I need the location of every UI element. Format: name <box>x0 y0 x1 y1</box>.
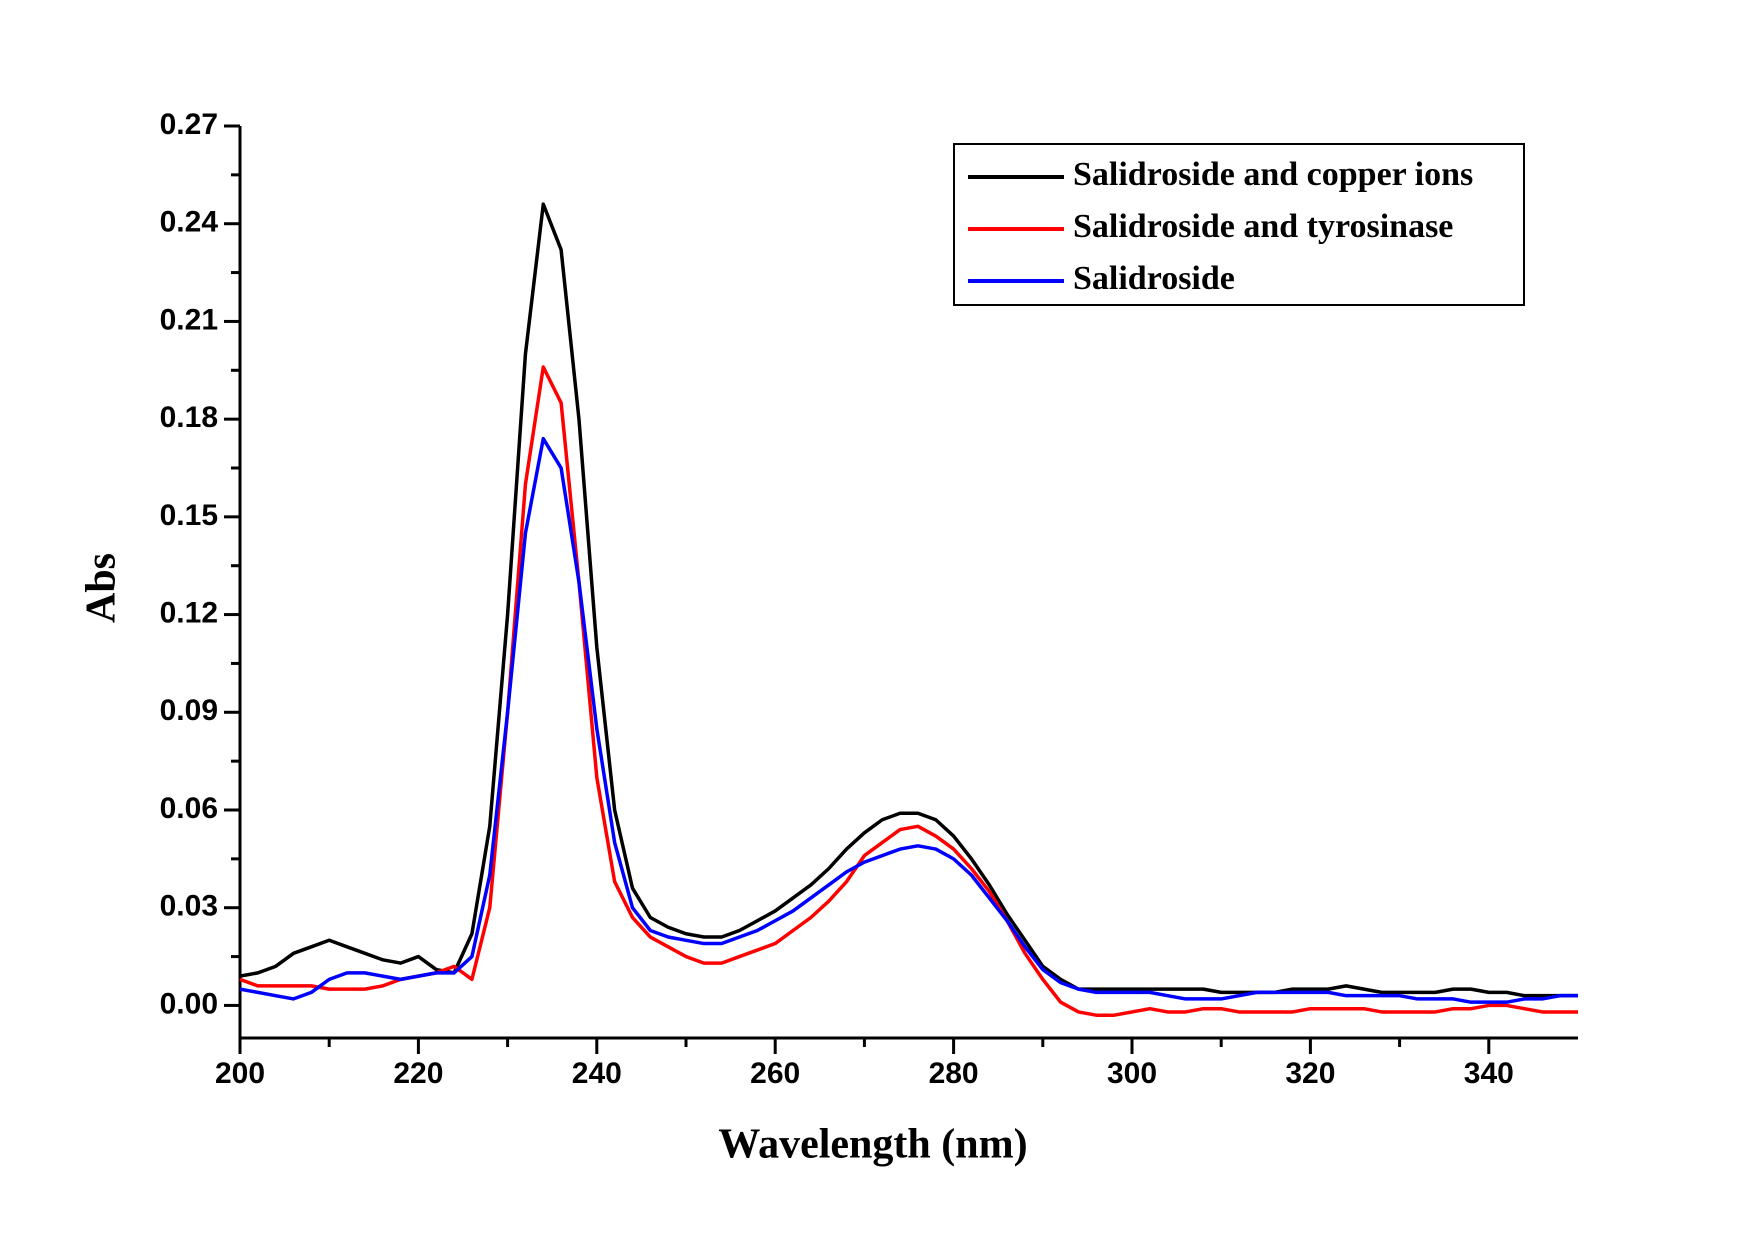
y-tick-label: 0.06 <box>160 792 218 825</box>
legend-label: Salidroside and tyrosinase <box>1073 208 1453 245</box>
y-tick-label: 0.15 <box>160 499 218 532</box>
y-axis-title: Abs <box>79 553 125 623</box>
x-tick-label: 260 <box>750 1057 800 1090</box>
y-tick-label: 0.03 <box>160 890 218 923</box>
y-tick-label: 0.24 <box>160 206 219 239</box>
x-tick-label: 220 <box>393 1057 443 1090</box>
y-tick-label: 0.21 <box>160 303 218 336</box>
x-tick-label: 320 <box>1285 1057 1335 1090</box>
x-tick-label: 200 <box>215 1057 265 1090</box>
x-tick-label: 300 <box>1107 1057 1157 1090</box>
line-series <box>239 436 1578 1004</box>
y-tick-label: 0.00 <box>160 987 218 1020</box>
line-series <box>239 365 1578 1017</box>
legend-label: Salidroside <box>1073 260 1235 297</box>
line-series <box>239 202 1578 998</box>
x-axis-title: Wavelength (nm) <box>718 1122 1027 1168</box>
y-tick-label: 0.27 <box>160 108 218 141</box>
x-tick-label: 340 <box>1464 1057 1514 1090</box>
legend-label: Salidroside and copper ions <box>1073 156 1473 193</box>
x-tick-label: 240 <box>572 1057 622 1090</box>
legend-box <box>953 143 1525 306</box>
x-tick-label: 280 <box>929 1057 979 1090</box>
y-tick-label: 0.18 <box>160 401 218 434</box>
y-tick-label: 0.09 <box>160 694 218 727</box>
y-tick-label: 0.12 <box>160 596 218 629</box>
